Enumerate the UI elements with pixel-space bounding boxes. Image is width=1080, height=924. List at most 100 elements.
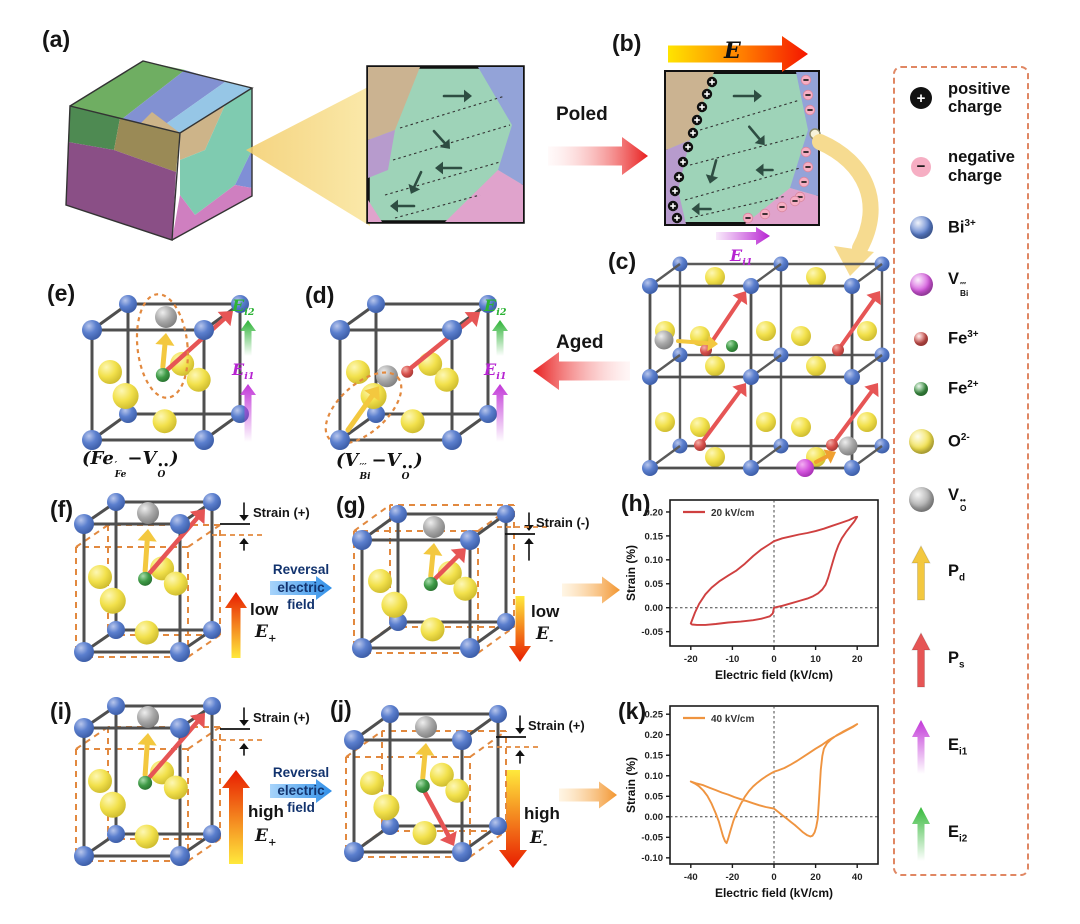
- high-label-i: high: [248, 802, 284, 821]
- legend-item-vO: V •• O: [903, 486, 1023, 514]
- svg-text:-0.10: -0.10: [641, 853, 663, 864]
- svg-text:10: 10: [810, 654, 821, 665]
- legend-label: negative charge: [948, 148, 1015, 185]
- strain-field-plot-h: -20 -10 0 10 20 -0.05 0.00 0.05 0.10 0.15 0.20 20 k…: [624, 488, 884, 690]
- svg-text:0.15: 0.15: [645, 531, 664, 542]
- panel-label-k: (k): [618, 698, 647, 724]
- svg-text:0.05: 0.05: [645, 792, 664, 803]
- reversal-arrow-fg-icon: [270, 576, 332, 600]
- strain-label-f: Strain (+): [253, 505, 310, 520]
- panel-label-f: (f): [50, 496, 73, 522]
- positive-charge-icon: [691, 114, 703, 126]
- positive-charge-icon: [677, 156, 689, 168]
- formula-e: (Fe ′ Fe −V •• O): [82, 448, 179, 480]
- positive-charge-icon: [687, 127, 699, 139]
- legend-label: V •• O: [948, 485, 967, 514]
- arrow-up-icon: [903, 806, 939, 862]
- legend-label: Fe3+: [948, 329, 979, 348]
- poled-grain: [664, 70, 821, 226]
- hysteresis-curve: [689, 723, 859, 845]
- strain-label-j: Strain (+): [528, 718, 585, 733]
- strain-annotation: [212, 707, 262, 756]
- plot-legend-label: 40 kV/cm: [711, 714, 754, 725]
- unit-cell-f: [74, 493, 221, 662]
- unit-cell-i: [74, 697, 221, 866]
- e-field-arrow-icon: [668, 36, 808, 72]
- legend-label: Fe2+: [948, 379, 979, 398]
- ei1-label-d: Ei1: [484, 360, 507, 383]
- poled-arrow-icon: [548, 137, 648, 175]
- legend-item-fe3+: Fe3+: [903, 329, 1023, 348]
- plot-legend-label: 20 kV/cm: [711, 508, 754, 519]
- high-label-j: high: [524, 804, 560, 823]
- ei1-arrow-e-icon: [240, 384, 256, 442]
- eplus-label-f: E+: [255, 622, 277, 645]
- supercell-c: [642, 256, 890, 477]
- y-axis-label: Strain (%): [624, 545, 638, 601]
- svg-text:0.00: 0.00: [645, 603, 664, 614]
- svg-text:0.00: 0.00: [645, 812, 664, 823]
- legend-item-vBi: V ′′′ Bi: [903, 270, 1023, 298]
- unit-cell-d: [324, 295, 497, 450]
- legend-item-ps: Ps: [903, 631, 1023, 688]
- to-plot-h-arrow-icon: [562, 576, 620, 604]
- low-label-g: low: [531, 602, 560, 621]
- positive-charge-icon: [671, 212, 683, 224]
- positive-charge-icon: [706, 76, 718, 88]
- svg-text:-0.05: -0.05: [641, 627, 663, 638]
- unit-cell-e: [82, 293, 249, 450]
- negative-charge-icon: [742, 212, 754, 224]
- poled-label: Poled: [556, 104, 608, 125]
- low-e-minus-arrow-icon: [509, 596, 531, 662]
- polycrystal-cube: [65, 60, 254, 241]
- strain-annotation: [212, 502, 262, 551]
- sphere-icon: [903, 331, 939, 346]
- unit-cell-j: [344, 705, 507, 862]
- panel-label-d: (d): [305, 282, 335, 308]
- svg-text:0: 0: [771, 654, 776, 665]
- reversal-line3-ij: field: [287, 800, 315, 815]
- legend-item-neg-charge: − negative charge: [903, 148, 1023, 185]
- svg-text:0.10: 0.10: [645, 555, 664, 566]
- eminus-label-g: E-: [536, 624, 554, 647]
- negative-charge-icon: [798, 176, 810, 188]
- pos-charge-icon: +: [903, 87, 939, 110]
- positive-charge-icon: [669, 185, 681, 197]
- strain-label-i: Strain (+): [253, 710, 310, 725]
- reversal-line1-fg: Reversal: [272, 562, 330, 577]
- ei2-arrow-d-icon: [492, 320, 508, 356]
- positive-charge-icon: [696, 101, 708, 113]
- legend-label: Pd: [948, 561, 966, 584]
- negative-charge-icon: [789, 195, 801, 207]
- panel-label-a: (a): [42, 26, 71, 52]
- reversal-line3-fg: field: [287, 597, 315, 612]
- svg-text:0.25: 0.25: [645, 710, 664, 721]
- svg-text:-0.05: -0.05: [641, 833, 663, 844]
- panel-label-e: (e): [47, 280, 76, 306]
- reversal-line1-ij: Reversal: [272, 765, 330, 780]
- svg-text:0.10: 0.10: [645, 771, 664, 782]
- negative-charge-icon: [759, 208, 771, 220]
- ei1-label-e: Ei1: [232, 360, 255, 383]
- svg-text:0.20: 0.20: [645, 507, 664, 518]
- unit-cell-g: [352, 504, 515, 658]
- legend-item-bi3+: Bi3+: [903, 216, 1023, 240]
- reversal-line2-fg: electric: [277, 580, 325, 595]
- legend-label: O2-: [948, 432, 970, 451]
- strain-annotation: [497, 512, 547, 561]
- ei1-label-b: Ei1: [730, 246, 753, 269]
- chart-svg: -20 -10 0 10 20 -0.05 0.00 0.05 0.10 0.15 0.20 20 k…: [624, 499, 879, 682]
- panel-label-h: (h): [621, 490, 651, 516]
- svg-text:20: 20: [810, 872, 821, 883]
- legend-label: Bi3+: [948, 218, 976, 237]
- eminus-label-j: E-: [530, 828, 548, 851]
- positive-charge-icon: [667, 200, 679, 212]
- strain-field-plot-k: -40 -20 0 20 40 -0.10 -0.05 0.00 0.05 0.10 0.15 0.2…: [624, 694, 884, 908]
- legend-label: Ei2: [948, 823, 968, 845]
- y-axis-label: Strain (%): [624, 757, 638, 813]
- sphere-icon: [903, 429, 939, 455]
- panel-label-c: (c): [608, 248, 637, 274]
- svg-text:0.05: 0.05: [645, 579, 664, 590]
